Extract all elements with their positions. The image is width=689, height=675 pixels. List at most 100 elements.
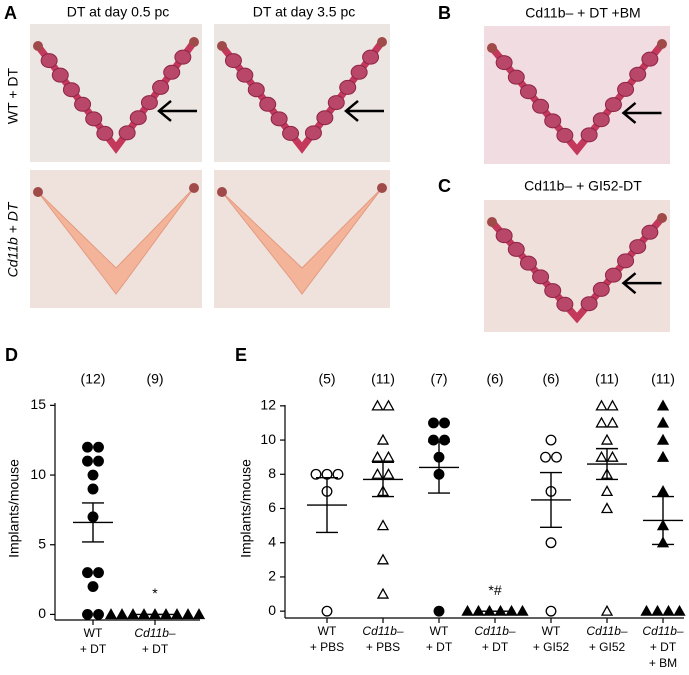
ovary — [33, 41, 43, 51]
data-point — [595, 399, 608, 411]
data-point — [433, 605, 445, 617]
data-point — [656, 450, 670, 462]
data-point — [376, 553, 390, 565]
y-tick-label: 15 — [30, 396, 46, 412]
x-tick-label: Cd11b– — [134, 626, 175, 640]
implant — [96, 125, 114, 141]
implant — [74, 96, 92, 112]
y-tick-label: 8 — [268, 465, 276, 481]
implant — [556, 296, 574, 312]
photo-bg — [484, 200, 670, 332]
data-point — [192, 608, 206, 620]
y-tick-label: 4 — [268, 533, 276, 549]
x-tick-label: Cd11b– — [474, 624, 515, 638]
uterine-horn — [37, 187, 195, 295]
x-tick-label: + GI52 — [533, 640, 570, 654]
implant — [507, 241, 525, 257]
data-point — [606, 399, 619, 411]
data-point — [181, 608, 195, 620]
implant — [327, 95, 345, 111]
data-point — [606, 416, 619, 428]
photos — [30, 24, 670, 332]
y-tick-label: 10 — [30, 466, 46, 482]
implant — [495, 55, 513, 71]
data-point — [376, 587, 390, 599]
implant — [282, 125, 300, 141]
ovary — [487, 43, 497, 53]
data-point — [382, 467, 395, 479]
data-point — [662, 604, 675, 616]
error-bar — [540, 471, 562, 529]
y-axis-label: Implants/mouse — [238, 459, 254, 558]
implant — [140, 95, 158, 111]
x-tick-label: + GI52 — [589, 640, 626, 654]
data-point — [376, 519, 390, 531]
error-bar — [372, 461, 394, 498]
data-point — [82, 567, 93, 579]
panel-letter: D — [5, 345, 18, 365]
implant — [152, 79, 170, 95]
implant — [224, 53, 242, 69]
data-point — [640, 604, 653, 616]
error-bar — [652, 495, 674, 546]
data-point — [371, 399, 384, 411]
data-point — [428, 417, 439, 429]
data-point — [376, 433, 390, 445]
implant — [532, 269, 550, 285]
data-point — [673, 604, 686, 616]
error-bar — [316, 477, 338, 534]
x-tick-label: WT — [318, 624, 337, 638]
ovary — [189, 37, 199, 47]
implant — [362, 49, 380, 65]
photo-bg — [30, 24, 202, 162]
uterine-horn — [221, 187, 383, 295]
implant — [316, 110, 334, 126]
implant — [580, 296, 598, 312]
data-point — [87, 469, 99, 481]
x-tick-label: WT — [84, 626, 103, 640]
ovary — [377, 37, 387, 47]
n-label: (7) — [430, 371, 447, 387]
data-point — [93, 567, 104, 579]
implant — [629, 239, 647, 255]
data-point — [600, 502, 614, 514]
n-label: (6) — [542, 371, 559, 387]
data-point — [656, 433, 670, 445]
n-label: (11) — [651, 371, 675, 387]
data-point — [439, 434, 450, 446]
arrow — [157, 99, 197, 122]
y-tick-label: 5 — [38, 535, 46, 551]
y-tick-label: 0 — [38, 605, 46, 621]
x-tick-label: Cd11b– — [586, 624, 627, 638]
data-point — [82, 441, 93, 453]
ovary — [33, 187, 43, 197]
data-point — [82, 608, 93, 620]
implant — [544, 283, 562, 299]
y-tick-label: 0 — [268, 602, 276, 618]
implant — [604, 267, 622, 283]
data-point — [600, 604, 614, 616]
n-label: (11) — [595, 371, 619, 387]
x-tick-label: + DT — [426, 640, 453, 654]
y-tick-label: 6 — [268, 499, 276, 515]
ovary — [657, 213, 667, 223]
photo-bg — [214, 24, 390, 162]
data-point — [545, 537, 557, 549]
data-point — [371, 467, 384, 479]
panel-letter: C — [438, 176, 451, 196]
panel-letter: A — [4, 3, 17, 23]
n-label: (12) — [81, 371, 106, 387]
data-point — [651, 604, 664, 616]
data-point — [428, 434, 439, 446]
data-point — [93, 441, 104, 453]
data-point — [656, 485, 670, 497]
data-point — [656, 416, 670, 428]
implant — [592, 112, 610, 128]
photo-bg — [484, 26, 670, 164]
ovary — [189, 183, 199, 193]
ovary — [487, 217, 497, 227]
implant — [495, 228, 513, 244]
implant — [350, 64, 368, 80]
data-point — [540, 451, 551, 463]
x-tick-label: Cd11b– — [642, 624, 683, 638]
